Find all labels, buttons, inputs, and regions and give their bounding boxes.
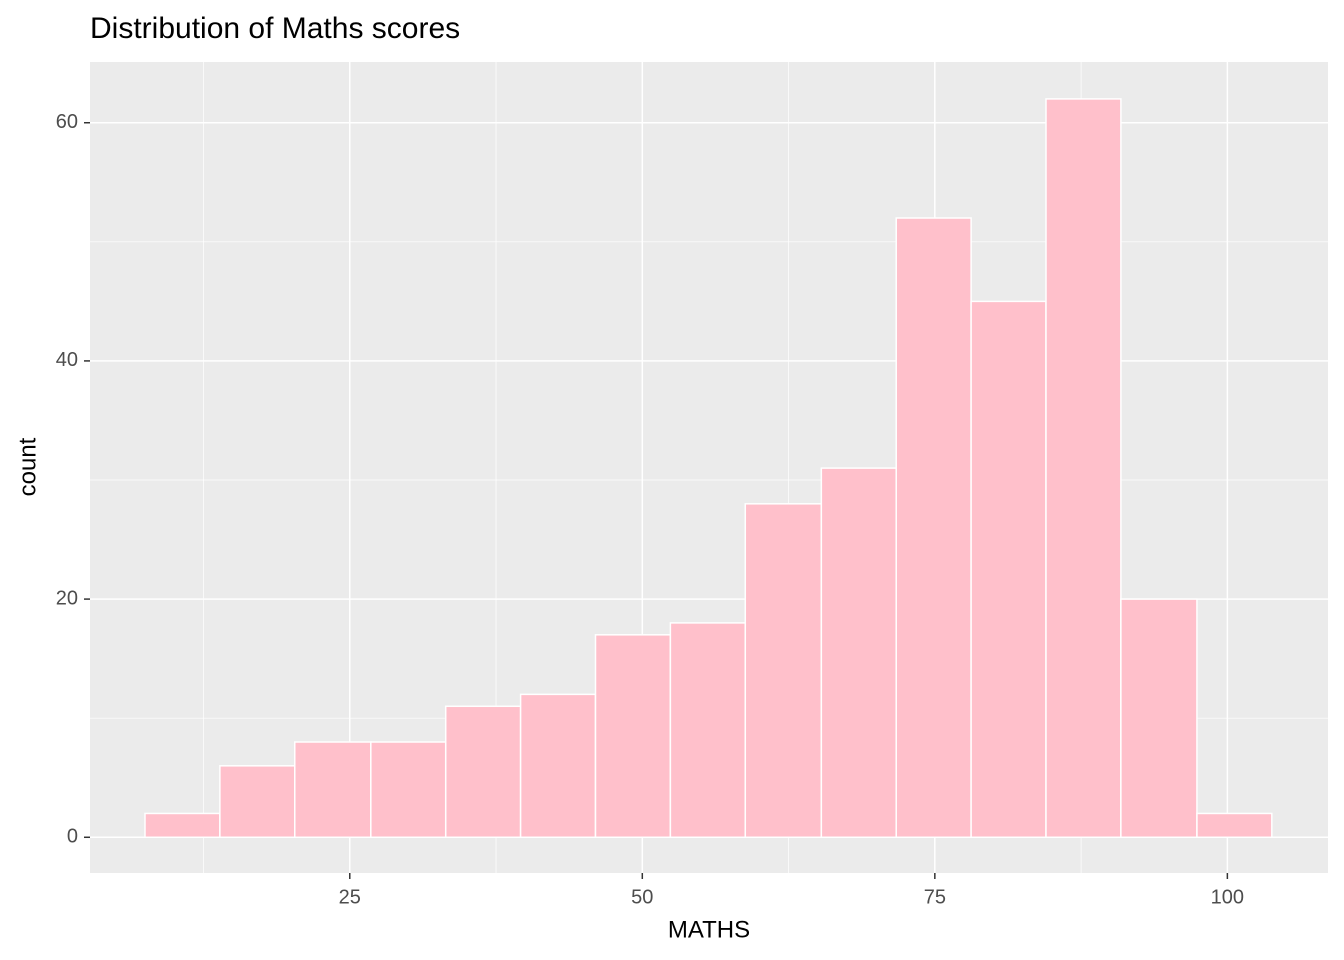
bar: [519, 693, 597, 839]
bar: [219, 765, 296, 839]
bar: [294, 741, 372, 839]
bar: [144, 812, 221, 839]
bar: [970, 300, 1047, 839]
bar: [1120, 598, 1198, 839]
bar: [370, 741, 447, 839]
bar: [744, 503, 823, 839]
chart-title: Distribution of Maths scores: [90, 12, 460, 45]
bar: [669, 622, 747, 839]
x-tick-label: 25: [339, 886, 361, 908]
x-tick-label: 50: [631, 886, 653, 908]
y-tick-label: 60: [56, 111, 78, 133]
bar: [444, 705, 522, 839]
x-tick-label: 100: [1211, 886, 1244, 908]
bar: [594, 634, 672, 839]
y-axis-label: count: [14, 437, 41, 496]
y-tick-label: 20: [56, 587, 78, 609]
y-tick-label: 40: [56, 349, 78, 371]
bar: [1045, 98, 1122, 839]
bar: [820, 467, 897, 839]
bar: [895, 217, 972, 839]
bar: [1196, 812, 1273, 839]
x-tick-label: 75: [924, 886, 946, 908]
y-tick-label: 0: [67, 826, 78, 848]
x-axis-label: MATHS: [668, 916, 750, 943]
